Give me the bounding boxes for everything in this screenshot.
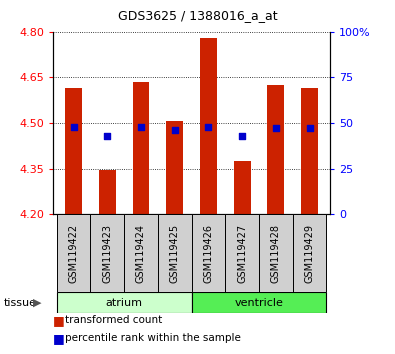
Point — [104, 133, 111, 139]
Bar — [192, 214, 225, 292]
Text: ventricle: ventricle — [235, 298, 284, 308]
Bar — [90, 214, 124, 292]
Text: ■: ■ — [53, 332, 65, 344]
Bar — [301, 88, 318, 214]
Text: GSM119426: GSM119426 — [203, 224, 213, 282]
Text: ■: ■ — [53, 314, 65, 327]
Point — [70, 124, 77, 130]
Bar — [166, 121, 183, 214]
Bar — [57, 214, 90, 292]
Bar — [293, 214, 326, 292]
Text: GSM119427: GSM119427 — [237, 223, 247, 283]
Bar — [124, 214, 158, 292]
Text: GDS3625 / 1388016_a_at: GDS3625 / 1388016_a_at — [118, 9, 277, 22]
Point — [239, 133, 245, 139]
Text: GSM119422: GSM119422 — [69, 223, 79, 283]
Point — [205, 124, 212, 130]
Bar — [133, 82, 149, 214]
Bar — [225, 214, 259, 292]
Point — [171, 127, 178, 133]
Bar — [259, 214, 293, 292]
Text: GSM119423: GSM119423 — [102, 224, 112, 282]
Bar — [192, 292, 326, 313]
Bar — [57, 292, 192, 313]
Text: atrium: atrium — [105, 298, 143, 308]
Point — [273, 126, 279, 131]
Text: GSM119428: GSM119428 — [271, 224, 281, 282]
Point — [138, 124, 144, 130]
Text: tissue: tissue — [4, 298, 37, 308]
Bar — [99, 170, 116, 214]
Text: transformed count: transformed count — [65, 315, 162, 325]
Text: GSM119425: GSM119425 — [170, 223, 180, 283]
Point — [307, 126, 313, 131]
Bar — [234, 161, 250, 214]
Text: ▶: ▶ — [33, 298, 42, 308]
Text: GSM119429: GSM119429 — [305, 224, 314, 282]
Text: percentile rank within the sample: percentile rank within the sample — [65, 333, 241, 343]
Bar — [158, 214, 192, 292]
Text: GSM119424: GSM119424 — [136, 224, 146, 282]
Bar — [65, 88, 82, 214]
Bar — [267, 85, 284, 214]
Bar — [200, 38, 217, 214]
